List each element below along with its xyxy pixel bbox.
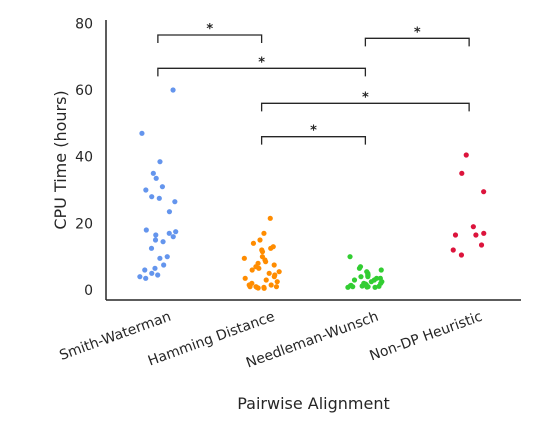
data-point [351, 277, 358, 283]
data-point [142, 267, 148, 273]
data-point [170, 234, 176, 240]
data-point [267, 215, 273, 221]
data-point [273, 284, 280, 290]
data-point [452, 232, 459, 238]
data-point [276, 269, 282, 275]
data-point [149, 270, 155, 276]
y-tick-label: 40 [75, 150, 93, 166]
data-point [159, 184, 166, 190]
data-point [481, 189, 487, 195]
significance-bracket [157, 67, 367, 77]
data-point [473, 232, 479, 238]
data-points [137, 87, 487, 291]
y-tick-label: 20 [75, 216, 93, 232]
significance-bracket [260, 102, 470, 112]
data-point [478, 242, 485, 248]
data-point [255, 285, 261, 291]
data-point [157, 159, 163, 165]
data-point [261, 285, 267, 291]
data-point [249, 267, 255, 273]
data-point [345, 284, 351, 290]
data-point [157, 255, 163, 261]
data-point [347, 254, 353, 260]
data-point [378, 267, 384, 273]
data-point [450, 247, 456, 253]
data-point [149, 194, 155, 200]
x-axis-title: Pairwise Alignment [237, 394, 390, 413]
significance-star: * [206, 22, 213, 37]
data-point [359, 283, 365, 289]
data-point [166, 230, 172, 236]
y-tick-label: 60 [75, 83, 93, 99]
significance-star: * [310, 124, 317, 139]
data-point [143, 275, 149, 281]
data-point [261, 230, 267, 236]
data-point [470, 224, 476, 230]
data-point [150, 170, 156, 176]
data-point [376, 283, 382, 289]
data-point [148, 245, 155, 251]
data-point [274, 279, 280, 285]
data-point [152, 265, 158, 271]
data-point [137, 274, 143, 280]
y-tick-label: 80 [75, 16, 93, 32]
data-point [372, 284, 378, 290]
data-point [463, 152, 469, 158]
data-point [368, 279, 374, 285]
data-point [170, 87, 176, 93]
data-point [365, 274, 371, 280]
data-point [153, 175, 159, 181]
data-point [156, 195, 162, 201]
data-point [263, 277, 269, 283]
significance-star: * [414, 25, 421, 40]
data-point [241, 255, 247, 261]
data-point [173, 229, 179, 235]
data-point [266, 270, 272, 276]
data-point [143, 227, 149, 233]
x-tick-label: Non-DP Heuristic [368, 309, 485, 365]
data-point [155, 272, 161, 278]
data-point [356, 265, 363, 271]
significance-bracket [260, 136, 367, 145]
data-point [481, 230, 487, 236]
data-point [172, 199, 178, 205]
significance-bracket [364, 37, 470, 47]
data-point [166, 209, 173, 215]
data-point [152, 237, 159, 243]
data-point [164, 254, 170, 260]
significance-bracket [157, 34, 263, 43]
data-point [257, 237, 263, 243]
data-point [153, 232, 159, 238]
data-point [139, 130, 145, 136]
data-point [268, 282, 274, 288]
data-point [160, 239, 166, 245]
data-point [271, 274, 277, 280]
data-point [242, 275, 248, 281]
data-point [161, 262, 167, 268]
data-point [350, 284, 356, 290]
significance-brackets: * * * * * [157, 22, 470, 145]
data-point [271, 262, 277, 268]
y-axis-title: CPU Time (hours) [51, 90, 70, 229]
data-point [143, 187, 149, 193]
data-point [247, 284, 253, 290]
y-tick-label: 0 [84, 283, 93, 299]
data-point [250, 240, 257, 246]
significance-star: * [258, 55, 265, 70]
axes [105, 20, 521, 301]
data-point [459, 170, 465, 176]
data-point [268, 245, 274, 251]
data-point [259, 249, 266, 255]
data-point [263, 259, 269, 265]
data-point [458, 252, 465, 258]
significance-star: * [362, 90, 369, 105]
data-point [358, 274, 364, 280]
data-point [364, 284, 370, 290]
data-point [256, 265, 262, 271]
